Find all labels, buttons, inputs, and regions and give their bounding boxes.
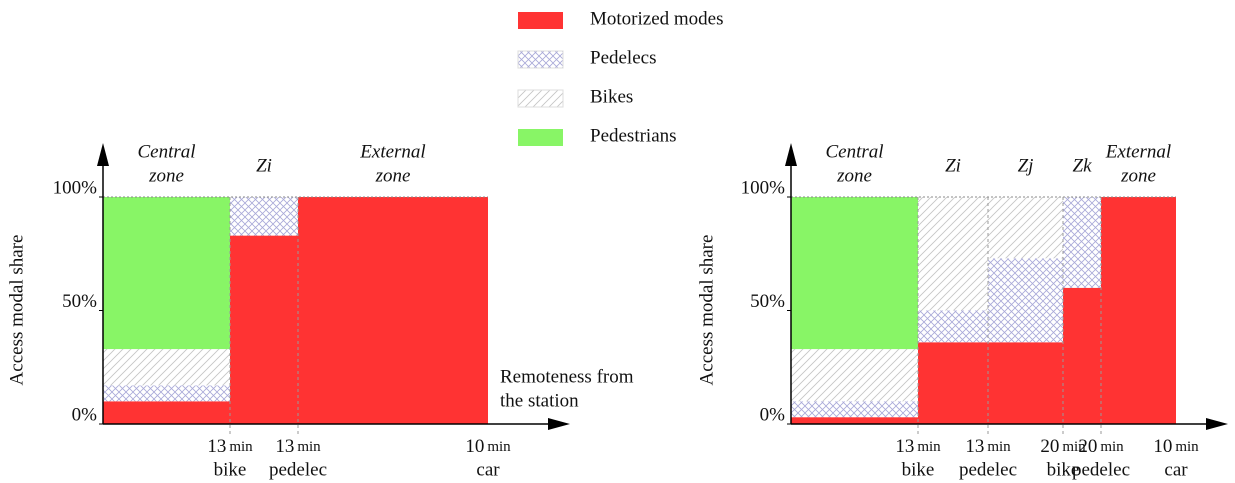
x-tick-time: 13: [965, 436, 984, 457]
zone-label: Zi: [945, 155, 961, 176]
x-tick-label: 13 min: [207, 436, 253, 457]
column-segment: [918, 342, 988, 424]
legend-label: Motorized modes: [590, 8, 724, 29]
legend-swatch: [517, 50, 564, 69]
legend-label: Bikes: [590, 86, 633, 107]
x-tick-time: 13: [895, 436, 914, 457]
x-tick-mode: bike: [902, 459, 935, 480]
x-tick-label: 10 min: [465, 436, 511, 457]
x-tick-unit: min: [487, 439, 511, 455]
zone-label: Zk: [1073, 155, 1093, 176]
column-segment: [1063, 287, 1101, 424]
column-segment: [1101, 197, 1176, 424]
x-tick-label: 20 min: [1040, 436, 1086, 457]
y-tick-label: 0%: [760, 404, 786, 425]
zone-label: zone: [148, 165, 184, 186]
column-segment: [103, 401, 230, 424]
x-tick-mode: pedelec: [269, 459, 327, 480]
x-tick-unit: min: [917, 439, 941, 455]
y-axis-label: Access modal share: [6, 235, 27, 386]
x-axis-label: the station: [500, 390, 579, 411]
zone-label: Central: [825, 141, 883, 162]
zone-label: Zj: [1018, 155, 1034, 176]
zone-label: zone: [1120, 165, 1156, 186]
column-segment: [791, 197, 918, 350]
x-tick-mode: bike: [1047, 459, 1080, 480]
x-tick-unit: min: [1062, 439, 1086, 455]
x-tick-time: 10: [1153, 436, 1172, 457]
x-axis-label: Remoteness from: [500, 366, 634, 387]
x-tick-time: 20: [1078, 436, 1097, 457]
legend-label: Pedelecs: [590, 47, 656, 68]
column-segment: [791, 349, 918, 402]
x-tick-mode: pedelec: [959, 459, 1017, 480]
column-segment: [103, 197, 230, 350]
column-segment: [918, 310, 988, 343]
legend-swatch: [518, 129, 563, 146]
x-tick-label: 13 min: [965, 436, 1011, 457]
column-segment: [230, 197, 298, 236]
x-tick-mode: car: [1164, 459, 1188, 480]
x-tick-label: 10 min: [1153, 436, 1199, 457]
legend-swatch: [518, 12, 563, 29]
x-tick-unit: min: [1175, 439, 1199, 455]
zone-label: External: [1105, 141, 1171, 162]
y-tick-label: 50%: [62, 291, 97, 312]
x-tick-unit: min: [297, 439, 321, 455]
x-tick-unit: min: [1100, 439, 1124, 455]
zone-label: Zi: [256, 155, 272, 176]
column-segment: [1063, 197, 1101, 288]
x-tick-label: 13 min: [895, 436, 941, 457]
column-segment: [988, 258, 1063, 343]
column-segment: [230, 235, 298, 424]
x-axis-arrow: [1206, 418, 1228, 430]
column-segment: [298, 197, 488, 424]
x-tick-time: 20: [1040, 436, 1059, 457]
zone-label: zone: [836, 165, 872, 186]
x-tick-unit: min: [987, 439, 1011, 455]
y-tick-label: 100%: [741, 177, 786, 198]
column-segment: [103, 349, 230, 386]
column-segment: [988, 197, 1063, 259]
x-tick-mode: car: [476, 459, 500, 480]
x-tick-time: 13: [275, 436, 294, 457]
zone-label: Central: [137, 141, 195, 162]
x-tick-time: 13: [207, 436, 226, 457]
y-axis-arrow: [785, 143, 797, 166]
legend-label: Pedestrians: [590, 125, 677, 146]
column-segment: [988, 342, 1063, 424]
x-tick-unit: min: [229, 439, 253, 455]
x-tick-label: 20 min: [1078, 436, 1124, 457]
y-axis-label: Access modal share: [696, 235, 717, 386]
x-tick-mode: bike: [214, 459, 247, 480]
zone-label: External: [359, 141, 425, 162]
x-tick-label: 13 min: [275, 436, 321, 457]
y-axis-arrow: [97, 143, 109, 166]
x-tick-time: 10: [465, 436, 484, 457]
column-segment: [791, 401, 918, 418]
x-axis-arrow: [548, 418, 570, 430]
x-tick-mode: pedelec: [1072, 459, 1130, 480]
legend-swatch: [517, 89, 564, 108]
column-segment: [103, 385, 230, 402]
column-segment: [791, 417, 918, 424]
column-segment: [918, 197, 988, 311]
zone-label: zone: [375, 165, 411, 186]
y-tick-label: 50%: [750, 291, 785, 312]
y-tick-label: 0%: [72, 404, 98, 425]
y-tick-label: 100%: [53, 177, 98, 198]
